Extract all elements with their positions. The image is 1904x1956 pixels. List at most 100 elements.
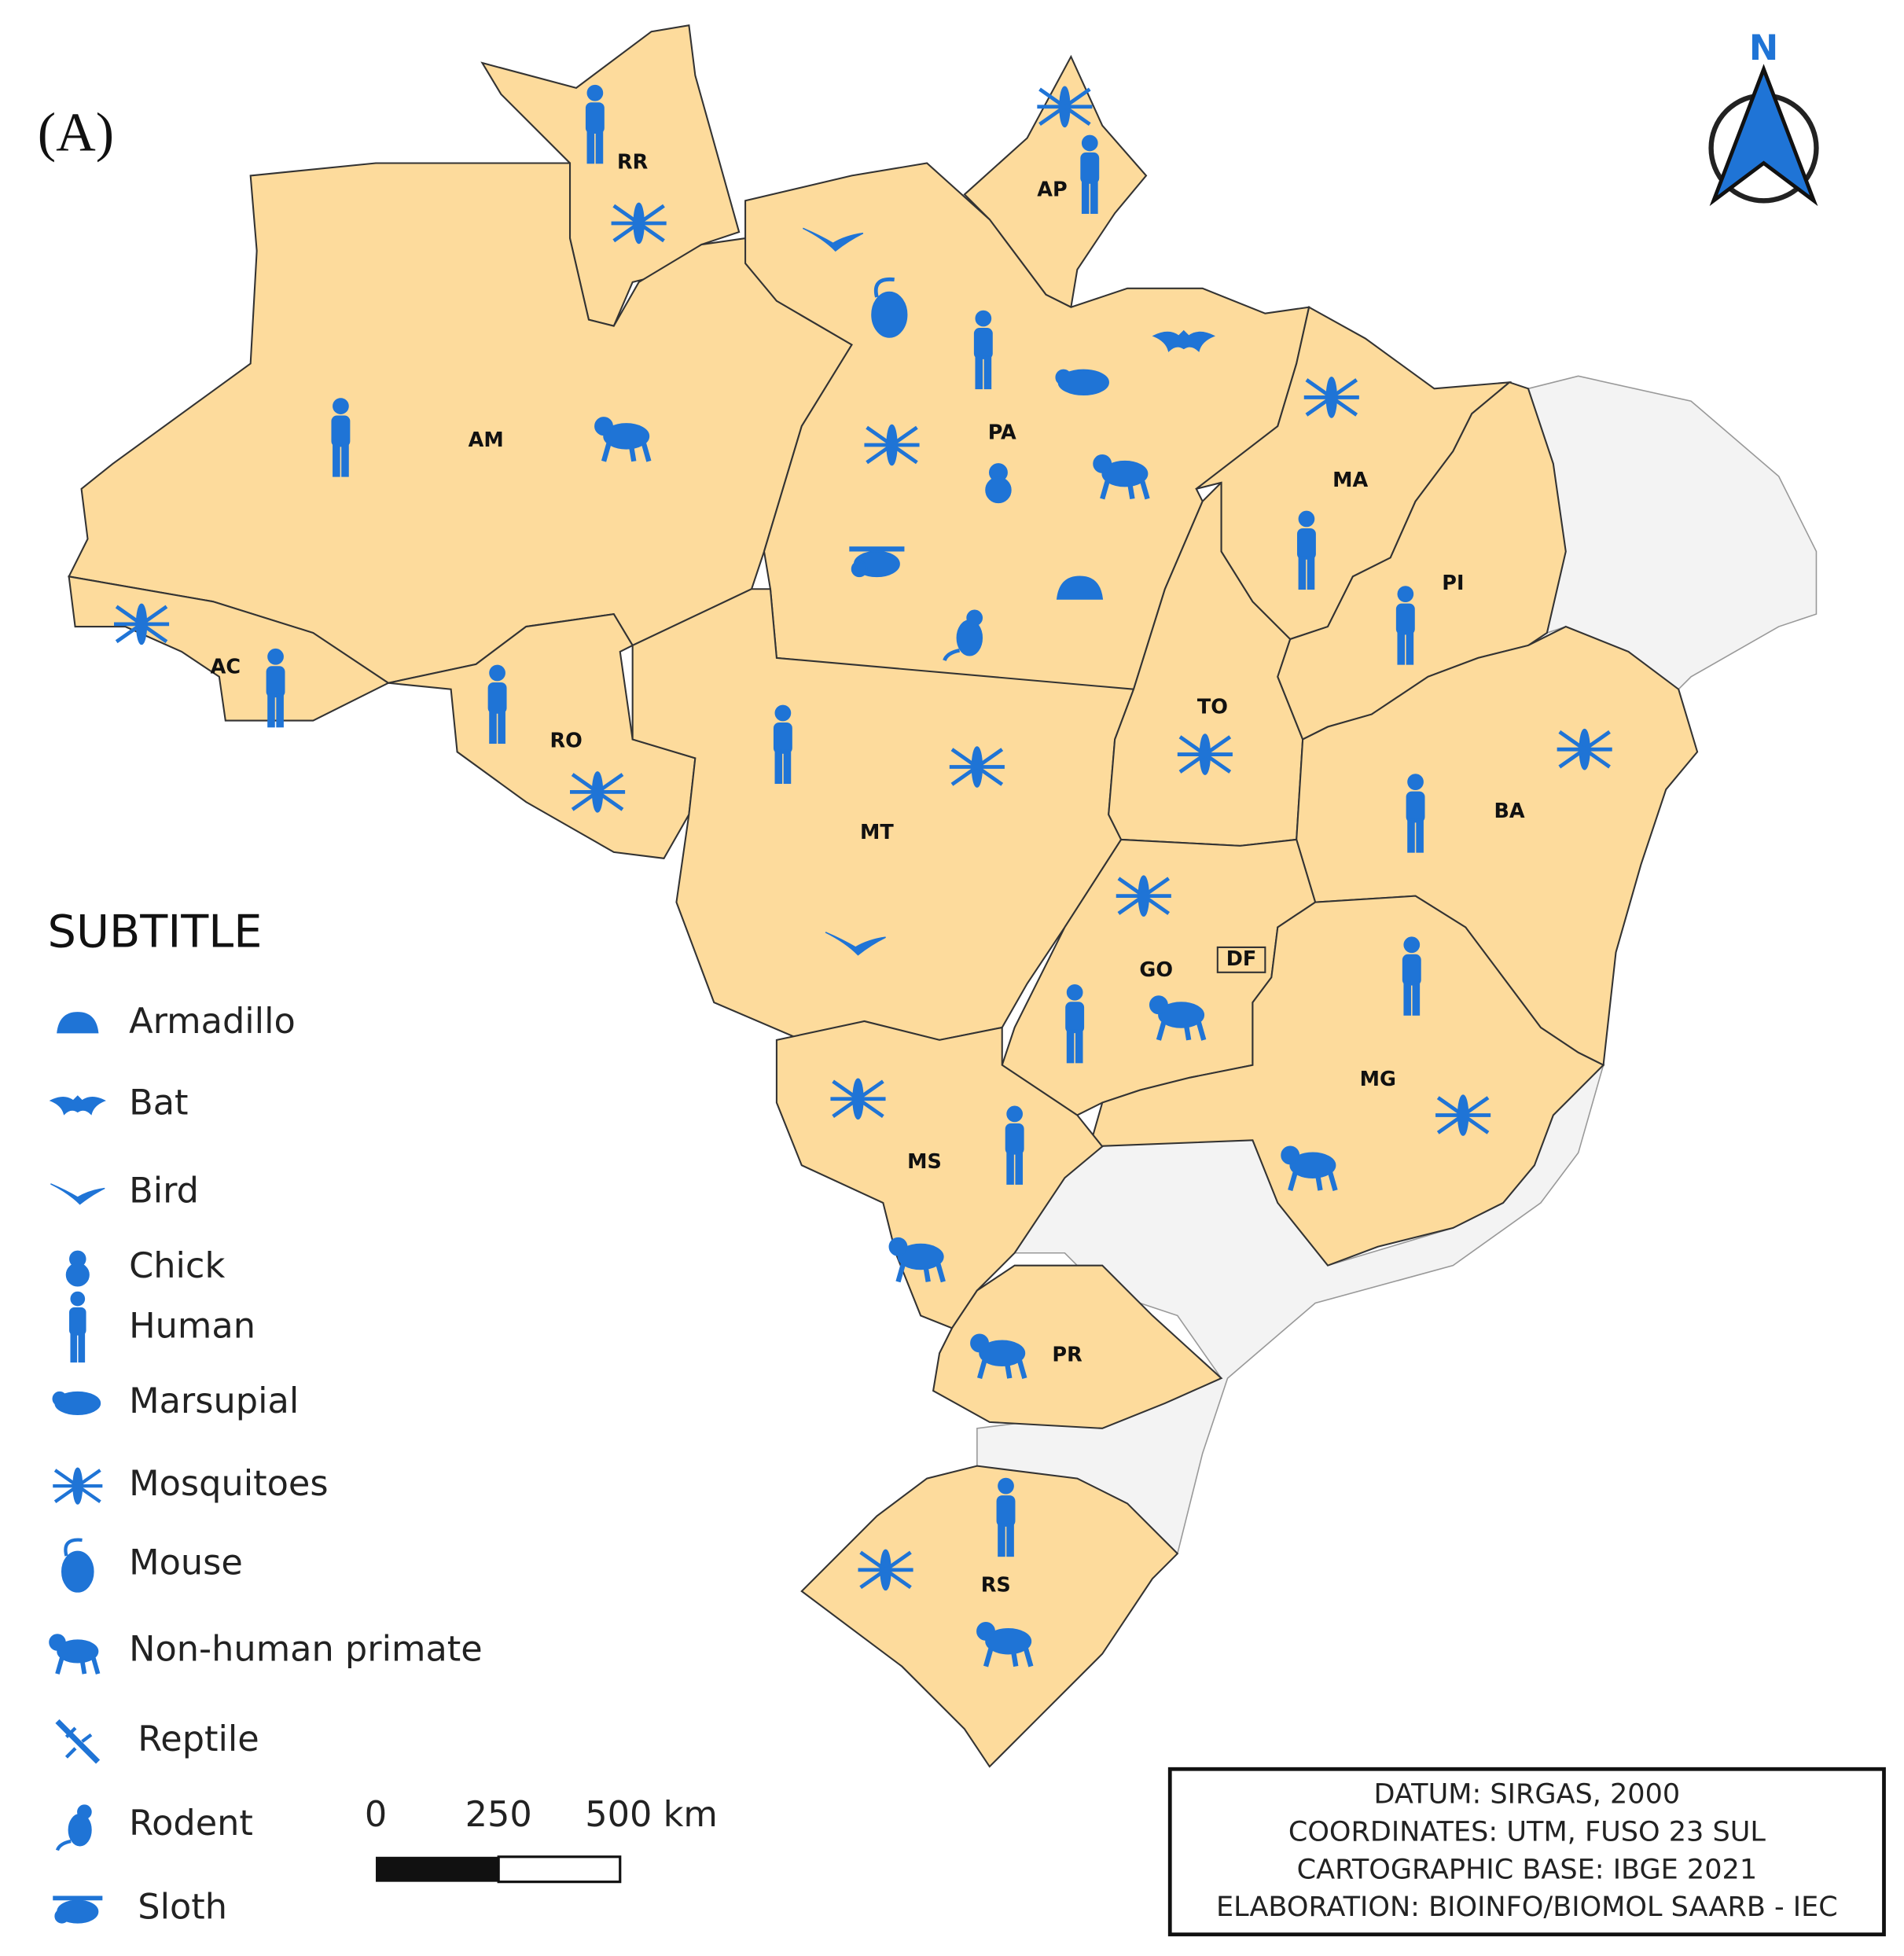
icon-part [1075, 1029, 1083, 1064]
icon-part [983, 355, 992, 390]
icon-part [64, 1726, 93, 1759]
animal-icon [1177, 734, 1233, 775]
info-line: COORDINATES: UTM, FUSO 23 SUL [1288, 1816, 1766, 1848]
icon-part [1298, 510, 1315, 528]
animal-icon [331, 398, 351, 477]
state-label: BA [1494, 800, 1524, 823]
animal-icon [69, 1291, 86, 1363]
icon-part [487, 682, 507, 714]
icon-part [897, 1243, 944, 1270]
icon-part [1298, 556, 1307, 590]
icon-part [611, 204, 667, 243]
icon-part [851, 561, 868, 578]
state [1216, 946, 1266, 973]
animal-icon [50, 1183, 105, 1205]
animal-icon [888, 1237, 946, 1283]
animal-icon [1303, 377, 1359, 418]
icon-part [341, 443, 349, 477]
animal-icon [1056, 575, 1104, 600]
icon-part [825, 932, 886, 956]
state-label: TO [1197, 696, 1228, 719]
animal-icon [1296, 510, 1316, 590]
animal-icon [1149, 995, 1207, 1041]
legend-label: Chick [129, 1245, 225, 1286]
icon-part [1055, 369, 1072, 386]
icon-part [70, 1332, 78, 1363]
legend-label: Sloth [138, 1887, 227, 1928]
icon-part [998, 1477, 1014, 1495]
animal-icon [1080, 134, 1100, 215]
animal-icon [585, 84, 605, 164]
animal-icon [570, 771, 626, 813]
icon-part [489, 664, 505, 682]
legend-label: Bird [129, 1170, 199, 1211]
north-arrow: N [1708, 28, 1819, 207]
icon-part [69, 1307, 86, 1336]
icon-part [858, 1550, 913, 1590]
state-label: MS [907, 1150, 942, 1174]
state [631, 588, 1135, 1041]
icon-part [895, 1263, 946, 1283]
legend-label: Rodent [129, 1803, 253, 1844]
icon-part [1177, 735, 1233, 774]
icon-part [1289, 1152, 1336, 1178]
north-label: N [1749, 28, 1778, 68]
scale-segment [376, 1856, 499, 1882]
icon-part [266, 666, 285, 698]
icon-part [57, 1012, 99, 1034]
animal-icon [53, 1895, 103, 1924]
state [1088, 895, 1605, 1267]
animal-icon [49, 1095, 106, 1116]
legend-title: SUBTITLE [48, 906, 263, 958]
icon-part [267, 648, 284, 665]
animal-icon [1093, 454, 1150, 500]
icon-part [50, 1183, 105, 1205]
icon-part [61, 1550, 94, 1593]
animal-icon [53, 1467, 103, 1505]
icon-part [1395, 603, 1415, 635]
icon-part [1403, 981, 1411, 1016]
icon-part [1303, 378, 1359, 417]
icon-part [1403, 936, 1421, 954]
icon-part [585, 102, 605, 134]
icon-part [1006, 1523, 1014, 1557]
animal-icon [1435, 1094, 1491, 1136]
animal-icon [1152, 329, 1215, 353]
icon-part [267, 693, 275, 728]
legend-label: Mosquitoes [129, 1463, 328, 1504]
icon-part [601, 443, 652, 462]
state-label: RR [617, 150, 649, 174]
animal-icon [943, 609, 983, 662]
icon-part [1412, 981, 1421, 1016]
legend-label: Armadillo [129, 1001, 296, 1042]
animal-icon [594, 417, 652, 462]
animal-icon [1116, 875, 1171, 917]
icon-part [49, 1634, 66, 1651]
scale-segment [497, 1855, 622, 1884]
state-label: DF [1226, 947, 1257, 971]
animal-icon [830, 1078, 886, 1120]
scale-bar: 0 250 500 km [365, 1794, 718, 1884]
info-line: ELABORATION: BIOINFO/BIOMOL SAARB - IEC [1216, 1891, 1838, 1923]
icon-part [1402, 954, 1421, 986]
state-label: GO [1139, 958, 1173, 982]
animal-icon [65, 1250, 90, 1287]
icon-part [55, 1839, 72, 1851]
icon-part [1149, 995, 1168, 1015]
icon-part [1158, 1002, 1205, 1028]
animal-icon [57, 1012, 99, 1034]
icon-part [985, 476, 1012, 504]
icon-part [1296, 528, 1316, 560]
state-label: MA [1332, 469, 1368, 492]
animal-icon [611, 202, 667, 244]
animal-icon [949, 746, 1005, 788]
animal-icon [825, 932, 886, 956]
icon-part [1407, 774, 1424, 790]
icon-part [1416, 818, 1424, 853]
icon-part [1152, 329, 1215, 353]
icon-part [68, 1813, 92, 1847]
icon-part [1557, 730, 1612, 769]
icon-part [1005, 1123, 1024, 1155]
icon-part [1066, 1029, 1075, 1064]
